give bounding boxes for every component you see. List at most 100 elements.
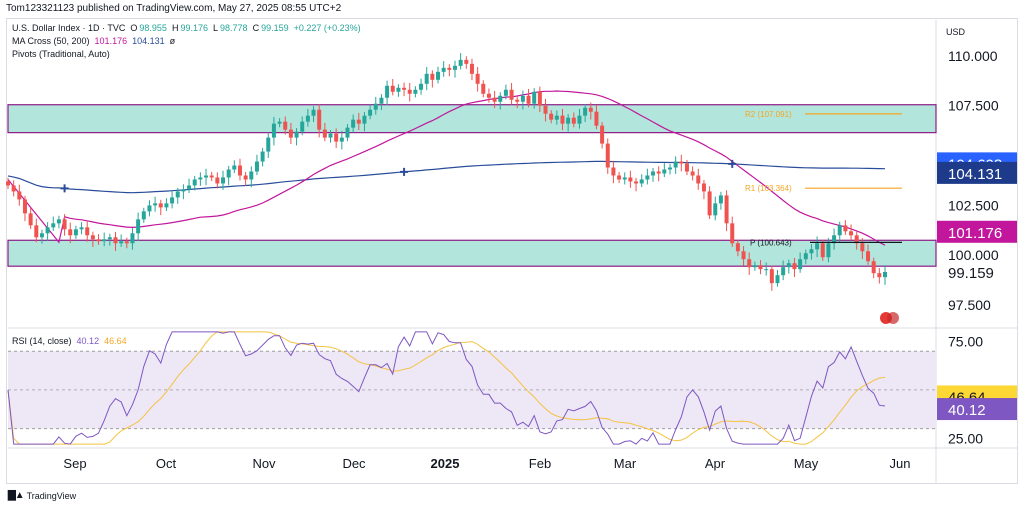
candle-body bbox=[328, 133, 333, 138]
rsi-line bbox=[7, 331, 886, 445]
candle-body bbox=[611, 167, 616, 176]
legend-ma-extra: ø bbox=[169, 36, 176, 46]
candle-body bbox=[170, 197, 175, 204]
candle-body bbox=[837, 225, 842, 236]
candle-body bbox=[402, 87, 407, 90]
tradingview-logo-icon: ▇▲ bbox=[8, 490, 25, 501]
time-tick-label: Feb bbox=[529, 456, 551, 471]
candle-body bbox=[475, 73, 480, 84]
candle-body bbox=[56, 219, 61, 224]
legend-rsi-label: RSI (14, close) bbox=[12, 336, 72, 346]
candle-body bbox=[322, 129, 327, 138]
legend-rsi-value: 40.12 bbox=[76, 336, 100, 346]
candle-body bbox=[786, 263, 791, 268]
candle-body bbox=[769, 269, 774, 284]
candle-body bbox=[11, 185, 16, 192]
legend-ma-label: MA Cross (50, 200) bbox=[12, 36, 90, 46]
candle-body bbox=[266, 137, 271, 152]
candle-body bbox=[605, 143, 610, 168]
legend-ohlc: U.S. Dollar Index · 1D · TVC O 98.955 H 99… bbox=[12, 23, 361, 33]
candle-body bbox=[537, 91, 542, 106]
candle-body bbox=[198, 177, 203, 180]
candle-body bbox=[860, 243, 865, 252]
support-resistance-zone-0 bbox=[7, 104, 937, 134]
candle-body bbox=[73, 229, 78, 236]
candle-body bbox=[339, 137, 344, 142]
ma200-current-label-box bbox=[937, 161, 1017, 184]
candle-body bbox=[515, 99, 520, 102]
candle-body bbox=[221, 177, 226, 184]
candle-body bbox=[85, 227, 90, 236]
candle-body bbox=[22, 199, 27, 214]
brand-label: TradingView bbox=[26, 490, 77, 501]
ma200-line bbox=[7, 160, 886, 194]
candle-body bbox=[509, 89, 514, 100]
candle-body bbox=[413, 89, 418, 94]
candle-body bbox=[735, 243, 740, 252]
candle-body bbox=[792, 263, 797, 270]
candle-body bbox=[718, 195, 723, 204]
candle-body bbox=[673, 161, 678, 168]
candle-body bbox=[809, 249, 814, 254]
candle-body bbox=[781, 267, 786, 276]
candle-body bbox=[164, 203, 169, 208]
candle-body bbox=[305, 115, 310, 122]
candle-body bbox=[758, 265, 763, 270]
candle-body bbox=[187, 185, 192, 190]
candle-body bbox=[317, 109, 322, 130]
candle-body bbox=[407, 89, 412, 94]
candle-body bbox=[209, 175, 214, 178]
legend-ma[interactable]: MA Cross (50, 200) 101.176 104.131 ø bbox=[12, 36, 175, 46]
candle-body bbox=[373, 103, 378, 110]
candle-body bbox=[260, 151, 265, 162]
candle-body bbox=[713, 203, 718, 216]
candle-body bbox=[204, 175, 209, 178]
candle-body bbox=[345, 127, 350, 138]
candle-body bbox=[622, 177, 627, 180]
candle-body bbox=[17, 191, 22, 200]
legend-pivots[interactable]: Pivots (Traditional, Auto) bbox=[12, 49, 110, 59]
candle-body bbox=[243, 175, 248, 180]
candle-body bbox=[385, 85, 390, 98]
candle-body bbox=[45, 227, 50, 234]
tradingview-brand[interactable]: ▇▲ TradingView bbox=[8, 490, 76, 501]
candle-body bbox=[747, 259, 752, 268]
candle-body bbox=[656, 171, 661, 174]
pivot-label-0: R2 (107.091) bbox=[745, 110, 792, 119]
candle-body bbox=[181, 189, 186, 192]
candle-body bbox=[854, 235, 859, 244]
candle-body bbox=[237, 165, 242, 176]
candle-body bbox=[639, 179, 644, 184]
candle-body bbox=[254, 161, 259, 172]
candle-body bbox=[866, 251, 871, 262]
legend-symbol: U.S. Dollar Index · 1D · TVC bbox=[12, 23, 126, 33]
candle-body bbox=[277, 121, 282, 124]
candle-body bbox=[226, 169, 231, 178]
candle-body bbox=[549, 113, 554, 120]
rsi-tick-label: 75.00 bbox=[948, 334, 983, 350]
candle-body bbox=[583, 107, 588, 116]
candle-body bbox=[707, 191, 712, 216]
time-tick-label: Jun bbox=[890, 456, 911, 471]
candle-body bbox=[815, 243, 820, 250]
candle-body bbox=[34, 225, 39, 238]
currency-label: USD bbox=[946, 27, 966, 37]
candle-body bbox=[294, 131, 299, 138]
candle-body bbox=[441, 67, 446, 72]
legend-rsi-ma-value: 46.64 bbox=[104, 336, 127, 346]
candle-body bbox=[803, 253, 808, 260]
candle-body bbox=[39, 233, 44, 238]
candle-body bbox=[503, 89, 508, 96]
candle-body bbox=[554, 115, 559, 120]
legend-change: +0.227 (+0.23%) bbox=[293, 23, 361, 33]
candle-body bbox=[849, 231, 854, 236]
candle-body bbox=[843, 225, 848, 232]
candle-body bbox=[215, 177, 220, 184]
candle-body bbox=[96, 239, 101, 242]
candle-body bbox=[124, 241, 129, 244]
candle-body bbox=[826, 243, 831, 258]
ma50-current-label-text: 101.176 bbox=[948, 225, 1002, 242]
time-tick-label: Oct bbox=[156, 456, 177, 471]
legend-rsi[interactable]: RSI (14, close) 40.12 46.64 bbox=[12, 336, 127, 346]
